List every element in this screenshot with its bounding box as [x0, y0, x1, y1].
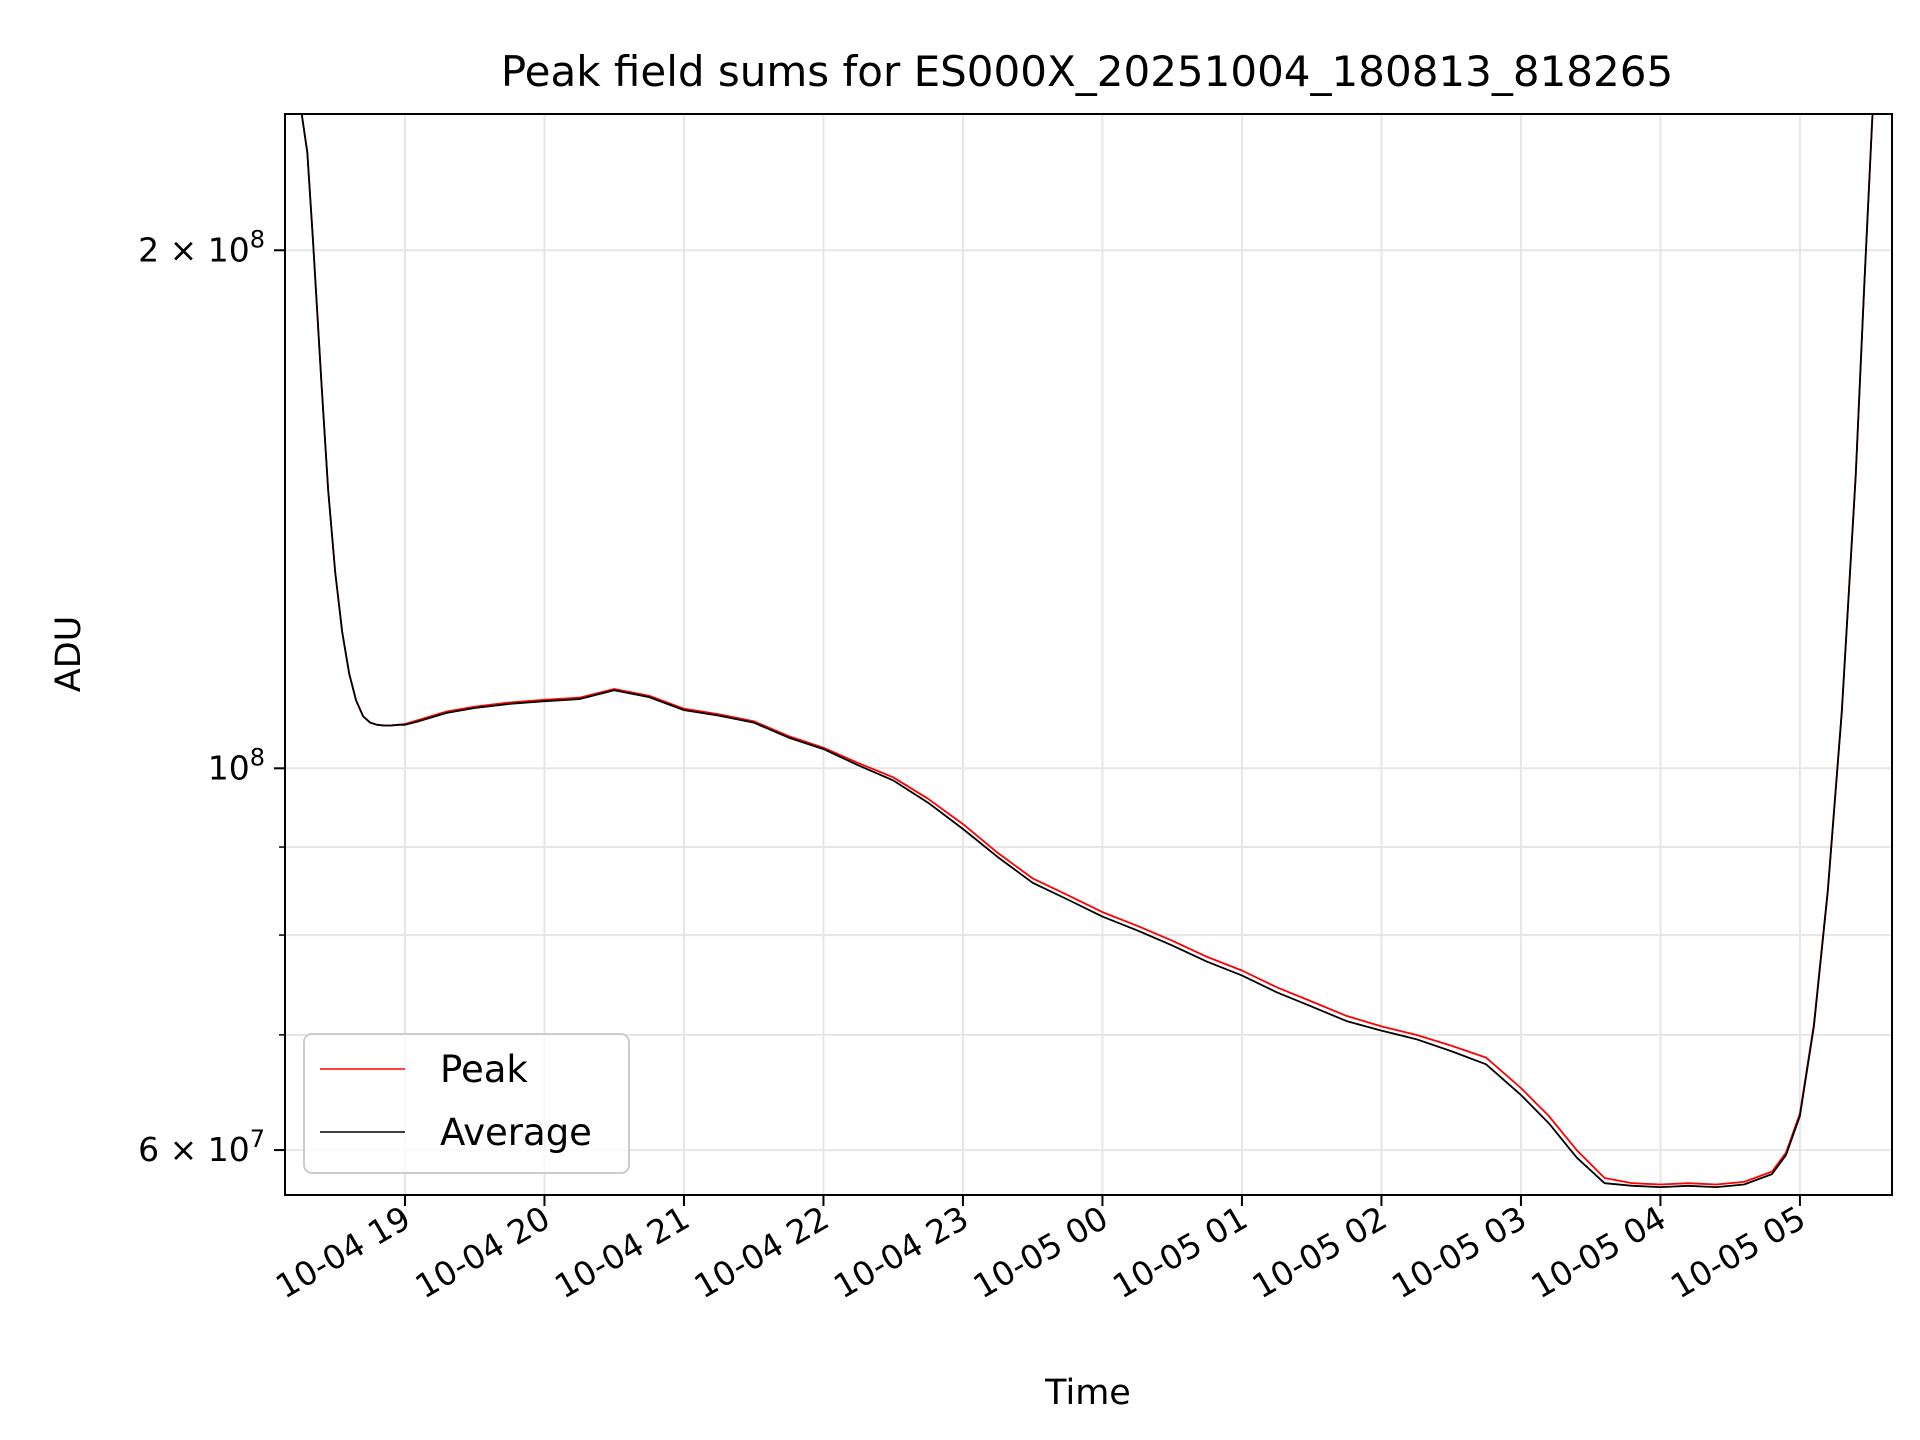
series-line-average — [300, 114, 1874, 1188]
y-tick-label: 2 × 108 — [138, 225, 265, 269]
plot-frame — [284, 113, 1893, 1196]
grid-lines — [285, 114, 1892, 1195]
chart-title: Peak field sums for ES000X_20251004_1808… — [501, 47, 1673, 96]
y-axis-label: ADU — [49, 616, 89, 693]
y-tick-label: 108 — [208, 743, 265, 787]
y-tick-label: 6 × 107 — [138, 1125, 265, 1169]
legend-average-label: Average — [440, 1111, 592, 1154]
legend: Peak Average — [303, 1033, 630, 1174]
x-axis-label: Time — [1044, 1373, 1131, 1413]
legend-peak-label: Peak — [440, 1048, 528, 1091]
y-axis-ticks: 6 × 107 108 2 × 108 — [138, 225, 285, 1169]
data-series — [300, 114, 1874, 1188]
